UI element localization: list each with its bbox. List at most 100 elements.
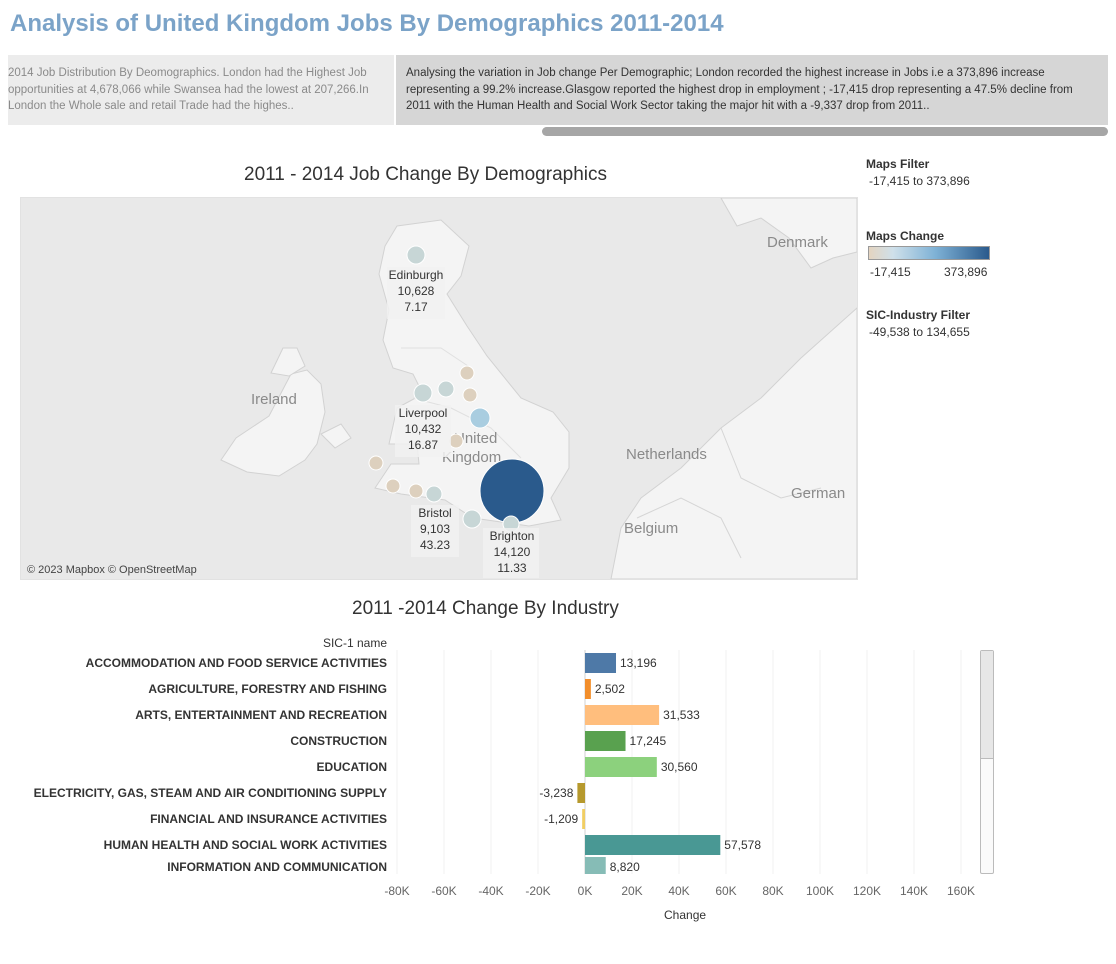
category-label[interactable]: ELECTRICITY, GAS, STEAM AND AIR CONDITIO… (33, 786, 387, 800)
city-bubble[interactable] (462, 509, 482, 529)
industry-bar[interactable] (585, 653, 617, 673)
city-bubble[interactable] (368, 455, 384, 471)
x-tick-label: 100K (805, 884, 835, 898)
place-label-belgium: Belgium (624, 520, 678, 537)
story-point-variation[interactable]: Analysing the variation in Job change Pe… (396, 55, 1108, 125)
x-tick-label: 20K (621, 884, 643, 898)
x-tick-label: 80K (762, 884, 784, 898)
ireland-landmass (220, 369, 326, 477)
maps-change-max: 373,896 (944, 265, 988, 279)
bar-value-label: -3,238 (539, 786, 573, 800)
x-tick-label: 60K (715, 884, 737, 898)
sic-filter-title: SIC-Industry Filter (866, 308, 971, 322)
story-text: Analysing the variation in Job change Pe… (406, 67, 1073, 112)
place-label-denmark: Denmark (767, 234, 828, 251)
city-label-edinburgh: Edinburgh 10,628 7.17 (387, 267, 445, 319)
x-tick-label: 160K (946, 884, 976, 898)
bar-value-label: 2,502 (595, 682, 625, 696)
x-axis-title: Change (664, 908, 707, 922)
city-bubble[interactable] (408, 483, 424, 499)
maps-change-color-ramp (868, 246, 990, 260)
job-change-map[interactable]: Denmark Ireland United Kingdom Netherlan… (20, 197, 858, 580)
maps-change-title: Maps Change (866, 229, 945, 243)
bar-value-label: 8,820 (610, 860, 640, 874)
industry-bar[interactable] (585, 679, 591, 699)
x-tick-label: 0K (577, 884, 593, 898)
industry-bar[interactable] (585, 835, 721, 855)
category-label[interactable]: INFORMATION AND COMMUNICATION (167, 860, 387, 874)
europe-landmass (720, 198, 857, 269)
place-label-united: United (454, 430, 497, 447)
city-label-value: 10,628 (398, 284, 435, 298)
place-label-germany: German (791, 485, 845, 502)
category-label[interactable]: ARTS, ENTERTAINMENT AND RECREATION (135, 708, 387, 722)
industry-sheet-title: 2011 -2014 Change By Industry (352, 598, 619, 619)
dashboard-title: Analysis of United Kingdom Jobs By Demog… (10, 10, 724, 37)
city-label-value: 9,103 (420, 522, 450, 536)
x-tick-label: -80K (384, 884, 410, 898)
bar-value-label: 57,578 (724, 838, 761, 852)
map-sheet-title: 2011 - 2014 Job Change By Demographics (244, 164, 607, 185)
city-label-name: Liverpool (399, 406, 448, 420)
category-label[interactable]: EDUCATION (316, 760, 387, 774)
bar-value-label: 31,533 (663, 708, 700, 722)
city-label-pct: 43.23 (420, 538, 450, 552)
vertical-scrollbar-thumb[interactable] (981, 651, 993, 759)
maps-change-min: -17,415 (870, 265, 911, 279)
industry-bar[interactable] (577, 783, 585, 803)
city-bubble[interactable] (459, 365, 475, 381)
place-label-ireland: Ireland (251, 391, 297, 408)
place-label-kingdom: Kingdom (442, 449, 501, 466)
city-label-name: Bristol (418, 506, 451, 520)
category-label[interactable]: FINANCIAL AND INSURANCE ACTIVITIES (150, 812, 387, 826)
maps-filter-range[interactable]: -17,415 to 373,896 (869, 174, 970, 188)
category-label[interactable]: CONSTRUCTION (290, 734, 387, 748)
industry-bar[interactable] (585, 731, 626, 751)
industry-bar-chart[interactable]: 13,196 2,502 31,533 17,245 30,560 -3,238 -1,20… (394, 650, 978, 874)
maps-filter-title: Maps Filter (866, 157, 930, 171)
category-label[interactable]: HUMAN HEALTH AND SOCIAL WORK ACTIVITIES (103, 838, 387, 852)
city-label-value: 10,432 (405, 422, 442, 436)
bar-value-label: 17,245 (630, 734, 667, 748)
city-bubble[interactable] (385, 478, 401, 494)
industry-bar[interactable] (585, 857, 606, 874)
x-tick-label: 140K (899, 884, 929, 898)
category-header: SIC-1 name (322, 636, 387, 650)
map-attribution: © 2023 Mapbox © OpenStreetMap (27, 564, 197, 576)
category-label[interactable]: AGRICULTURE, FORESTRY AND FISHING (148, 682, 387, 696)
industry-bar[interactable] (585, 757, 657, 777)
bar-value-label: 30,560 (661, 760, 698, 774)
industry-bar[interactable] (585, 705, 660, 725)
city-bubble[interactable] (462, 387, 478, 403)
x-tick-label: -60K (431, 884, 457, 898)
industry-bar[interactable] (582, 809, 585, 829)
x-tick-label: 40K (668, 884, 690, 898)
story-text: 2014 Job Distribution By Deomographics. … (8, 67, 369, 112)
city-bubbles[interactable] (368, 245, 545, 533)
x-tick-label: -20K (525, 884, 551, 898)
x-tick-label: -40K (478, 884, 504, 898)
city-label-pct: 16.87 (408, 438, 438, 452)
city-bubble[interactable] (406, 245, 426, 265)
city-label-brighton: Brighton 14,120 11.33 (483, 528, 539, 578)
bar-value-label: -1,209 (544, 812, 578, 826)
city-label-liverpool: Liverpool 10,432 16.87 (395, 405, 451, 457)
city-bubble[interactable] (437, 380, 455, 398)
city-bubble[interactable] (413, 383, 433, 403)
city-bubble[interactable] (469, 407, 491, 429)
city-label-value: 14,120 (494, 545, 531, 559)
category-label[interactable]: ACCOMMODATION AND FOOD SERVICE ACTIVITIE… (85, 656, 387, 670)
sic-filter-range[interactable]: -49,538 to 134,655 (869, 325, 970, 339)
city-bubble[interactable] (425, 485, 443, 503)
bar-value-label: 13,196 (620, 656, 657, 670)
story-point-distribution[interactable]: 2014 Job Distribution By Deomographics. … (8, 55, 394, 125)
horizontal-scrollbar[interactable] (542, 127, 1108, 136)
city-label-name: Brighton (490, 529, 535, 543)
city-bubble-london[interactable] (479, 458, 545, 524)
city-label-pct: 7.17 (404, 300, 428, 314)
place-label-netherlands: Netherlands (626, 446, 707, 463)
city-label-bristol: Bristol 9,103 43.23 (411, 505, 459, 557)
city-label-name: Edinburgh (389, 268, 444, 282)
city-bubble[interactable] (448, 433, 464, 449)
city-label-pct: 11.33 (497, 561, 526, 575)
